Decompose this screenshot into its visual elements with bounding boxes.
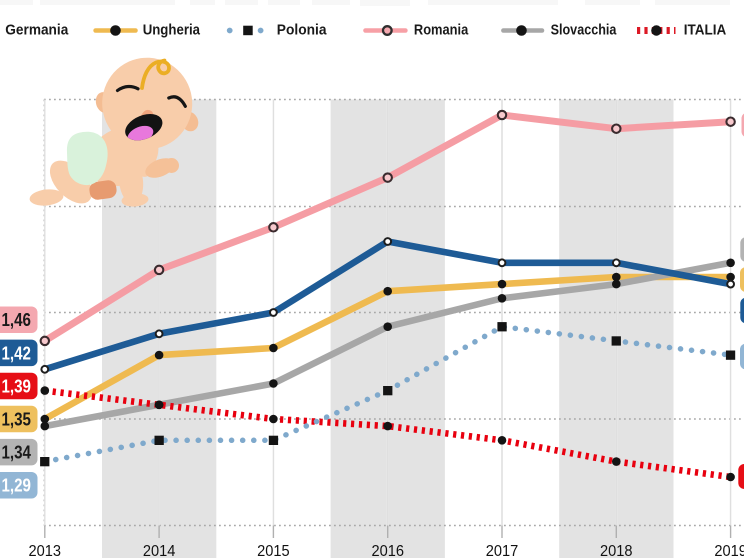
- svg-text:2017: 2017: [486, 543, 519, 558]
- svg-text:1,35: 1,35: [1, 410, 31, 430]
- svg-text:Slovacchia: Slovacchia: [551, 23, 618, 39]
- svg-text:2019: 2019: [714, 543, 744, 558]
- svg-text:Polonia: Polonia: [277, 23, 328, 39]
- svg-text:1,42: 1,42: [1, 343, 31, 363]
- svg-text:Romania: Romania: [414, 23, 469, 39]
- svg-text:2013: 2013: [29, 543, 62, 558]
- svg-text:2015: 2015: [257, 543, 290, 558]
- svg-text:Germania: Germania: [5, 23, 69, 39]
- svg-text:ITALIA: ITALIA: [684, 23, 727, 39]
- svg-text:1,34: 1,34: [1, 443, 31, 463]
- svg-text:1,29: 1,29: [1, 476, 31, 496]
- svg-text:1,46: 1,46: [1, 310, 31, 330]
- svg-text:2014: 2014: [143, 543, 176, 558]
- svg-text:1,39: 1,39: [1, 376, 31, 396]
- svg-text:2018: 2018: [600, 543, 633, 558]
- svg-text:2016: 2016: [371, 543, 404, 558]
- svg-text:Ungheria: Ungheria: [143, 23, 201, 39]
